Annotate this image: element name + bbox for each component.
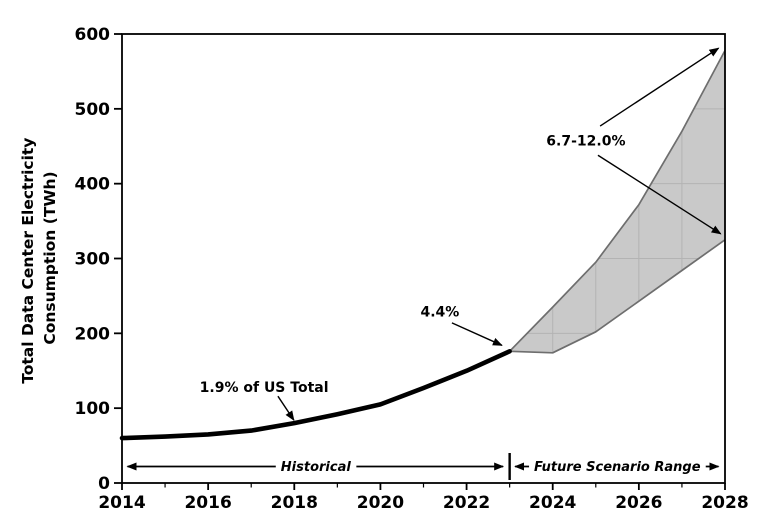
y-tick-label: 400 — [75, 175, 111, 195]
band-edges — [508, 50, 726, 354]
annotation-6-7-12-percent: 6.7-12.0% — [546, 133, 625, 149]
y-tick-label: 0 — [98, 474, 110, 494]
scenario-band-area — [509, 50, 725, 353]
band-gridlines — [509, 50, 725, 353]
future-scenario-range-label: Future Scenario Range — [534, 460, 701, 475]
annotation-4-4-percent: 4.4% — [420, 305, 459, 321]
y-tick-label: 500 — [75, 100, 111, 120]
y-axis: 0 100 200 300 400 500 600 — [75, 25, 122, 494]
y-axis-label-line1: Total Data Center Electricity — [19, 138, 37, 384]
x-tick-label: 2014 — [98, 493, 145, 513]
x-tick-label: 2016 — [184, 493, 231, 513]
y-tick-label: 200 — [75, 324, 111, 344]
y-tick-label: 300 — [75, 249, 111, 269]
annotation-1-9-percent-us-total: 1.9% of US Total — [200, 380, 329, 396]
future-scenario-band — [509, 50, 725, 353]
band-lower-edge — [509, 239, 726, 354]
historical-line — [119, 348, 512, 441]
y-tick-label: 100 — [75, 399, 111, 419]
x-tick-label: 2024 — [529, 493, 576, 513]
annotation-arrow — [451, 322, 503, 346]
band-upper-edge — [508, 50, 726, 352]
historical-range-label: Historical — [281, 460, 352, 475]
range-label-bg — [275, 459, 357, 476]
x-axis: 2014 2016 2018 2020 2022 2024 2026 2028 — [98, 483, 749, 513]
y-axis-label: Total Data Center Electricity Consumptio… — [19, 132, 59, 384]
annotations: 1.9% of US Total 4.4% 6.7-12.0% — [200, 47, 722, 421]
x-tick-label: 2028 — [701, 493, 748, 513]
x-tick-label: 2020 — [357, 493, 404, 513]
x-tick-label: 2022 — [443, 493, 490, 513]
range-label-bg — [529, 459, 706, 476]
annotation-arrow — [599, 47, 720, 127]
annotation-arrow — [277, 395, 295, 421]
y-tick-label: 600 — [75, 25, 111, 45]
annotation-arrow — [597, 154, 722, 235]
x-tick-label: 2026 — [615, 493, 662, 513]
range-annotations: Historical Future Scenario Range — [126, 453, 720, 480]
x-tick-label: 2018 — [271, 493, 318, 513]
historical-consumption-line — [119, 348, 512, 441]
y-axis-label-line2: Consumption (TWh) — [41, 171, 59, 344]
